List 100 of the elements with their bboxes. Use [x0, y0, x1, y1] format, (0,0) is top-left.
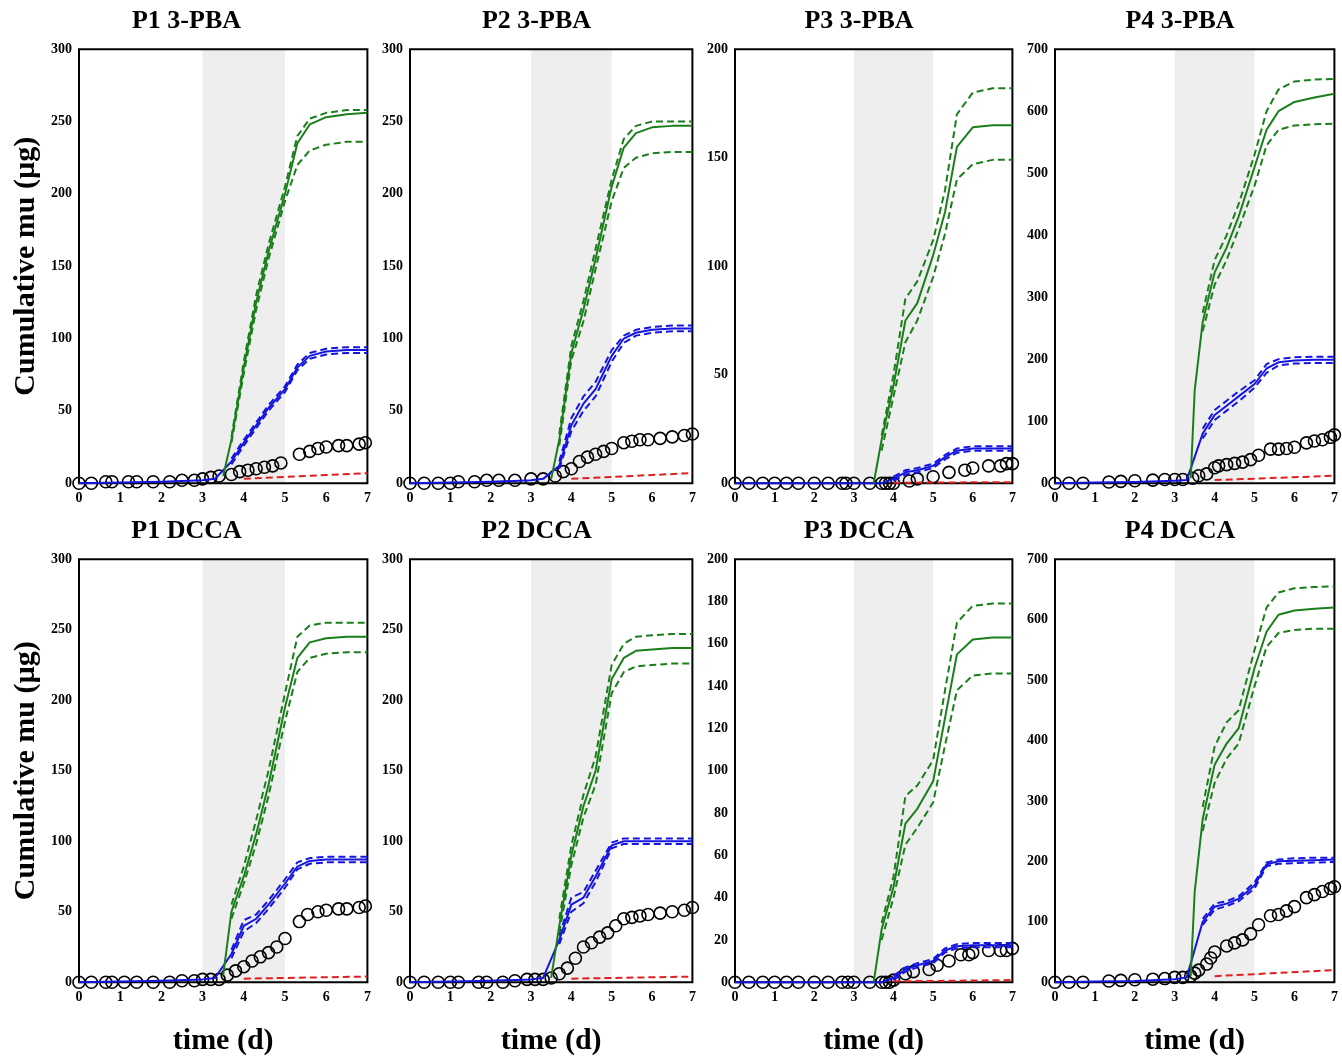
x-tick-label: 0: [406, 989, 414, 1005]
y-tick-label: 140: [707, 677, 728, 693]
y-tick-label: 80: [714, 804, 728, 820]
y-tick-label: 60: [714, 846, 728, 862]
x-tick-label: 7: [688, 490, 696, 506]
x-axis-title: time (d): [172, 1021, 274, 1056]
x-tick-label: 1: [116, 989, 124, 1005]
x-tick-label: 0: [731, 989, 739, 1005]
y-tick-label: 150: [707, 149, 728, 165]
x-tick-label: 0: [731, 490, 739, 506]
x-tick-label: 5: [281, 989, 289, 1005]
x-tick-label: 7: [363, 490, 371, 506]
x-tick-label: 6: [322, 989, 330, 1005]
y-tick-label: 200: [382, 185, 403, 201]
y-tick-label: 100: [382, 330, 403, 346]
y-tick-label: 600: [1027, 611, 1048, 627]
x-tick-label: 4: [240, 989, 248, 1005]
y-tick-label: 500: [1027, 164, 1048, 180]
x-tick-label: 4: [567, 989, 575, 1005]
x-tick-label: 2: [810, 490, 818, 506]
chart-title: P3 3-PBA: [804, 5, 914, 35]
y-tick-label: 100: [1027, 412, 1048, 428]
x-tick-label: 2: [1131, 490, 1139, 506]
y-tick-label: 0: [396, 474, 403, 490]
y-tick-label: 180: [707, 593, 728, 609]
x-tick-label: 3: [199, 490, 207, 506]
y-tick-label: 200: [707, 40, 728, 56]
x-tick-label: 3: [850, 490, 858, 506]
x-axis-title: time (d): [1144, 1021, 1246, 1056]
y-tick-label: 300: [382, 550, 403, 566]
y-tick-label: 600: [1027, 102, 1048, 118]
y-tick-label: 200: [1027, 350, 1048, 366]
y-tick-label: 300: [382, 40, 403, 56]
y-tick-label: 0: [721, 474, 728, 490]
x-tick-label: 3: [1171, 490, 1179, 506]
y-axis-title: Cumulative mu (µg): [6, 641, 41, 901]
x-tick-label: 7: [1008, 989, 1016, 1005]
x-tick-label: 0: [1051, 989, 1059, 1005]
x-tick-label: 5: [929, 989, 937, 1005]
y-tick-label: 50: [58, 402, 72, 418]
y-tick-label: 100: [51, 330, 72, 346]
y-tick-label: 100: [382, 832, 403, 848]
x-tick-label: 5: [1251, 490, 1259, 506]
x-tick-label: 1: [116, 490, 124, 506]
x-tick-label: 0: [75, 989, 83, 1005]
y-tick-label: 300: [1027, 792, 1048, 808]
x-tick-label: 6: [1290, 490, 1298, 506]
y-tick-label: 160: [707, 635, 728, 651]
chart-title: P2 3-PBA: [481, 5, 592, 35]
x-tick-label: 6: [648, 989, 656, 1005]
chart-title: P1 DCCA: [131, 515, 242, 545]
x-tick-label: 5: [608, 989, 616, 1005]
y-tick-label: 150: [51, 762, 72, 778]
x-tick-label: 6: [648, 490, 656, 506]
x-tick-label: 2: [157, 989, 165, 1005]
y-tick-label: 20: [714, 931, 728, 947]
x-tick-label: 4: [890, 490, 898, 506]
x-axis-title: time (d): [500, 1021, 602, 1056]
y-tick-label: 200: [707, 550, 728, 566]
y-tick-label: 50: [389, 903, 403, 919]
x-tick-label: 0: [75, 490, 83, 506]
x-tick-label: 7: [1008, 490, 1016, 506]
x-tick-label: 4: [567, 490, 575, 506]
x-tick-label: 1: [771, 490, 779, 506]
y-tick-label: 250: [382, 621, 403, 637]
y-tick-label: 0: [65, 474, 72, 490]
y-tick-label: 700: [1027, 40, 1048, 56]
x-tick-label: 2: [1131, 989, 1139, 1005]
x-tick-label: 3: [1171, 989, 1179, 1005]
y-tick-label: 200: [51, 185, 72, 201]
y-tick-label: 200: [382, 691, 403, 707]
x-tick-label: 1: [1091, 989, 1099, 1005]
y-tick-label: 100: [51, 832, 72, 848]
x-tick-label: 3: [850, 989, 858, 1005]
y-tick-label: 0: [721, 973, 728, 989]
y-axis-title: Cumulative mu (µg): [6, 136, 41, 396]
y-tick-label: 200: [51, 691, 72, 707]
x-tick-label: 4: [1211, 989, 1219, 1005]
y-tick-label: 0: [1041, 973, 1048, 989]
x-tick-label: 2: [810, 989, 818, 1005]
x-tick-label: 0: [1051, 490, 1059, 506]
x-tick-label: 2: [487, 989, 495, 1005]
x-tick-label: 7: [1330, 989, 1338, 1005]
y-tick-label: 300: [51, 40, 72, 56]
y-tick-label: 0: [65, 973, 72, 989]
x-tick-label: 7: [688, 989, 696, 1005]
y-tick-label: 250: [382, 113, 403, 129]
y-tick-label: 150: [382, 762, 403, 778]
x-tick-label: 7: [363, 989, 371, 1005]
x-tick-label: 2: [157, 490, 165, 506]
y-tick-label: 50: [389, 402, 403, 418]
y-tick-label: 300: [1027, 288, 1048, 304]
y-tick-label: 100: [707, 762, 728, 778]
y-tick-label: 250: [51, 621, 72, 637]
y-tick-label: 250: [51, 113, 72, 129]
y-tick-label: 150: [382, 257, 403, 273]
x-tick-label: 5: [281, 490, 289, 506]
x-tick-label: 1: [1091, 490, 1099, 506]
x-tick-label: 1: [446, 989, 454, 1005]
y-tick-label: 400: [1027, 732, 1048, 748]
